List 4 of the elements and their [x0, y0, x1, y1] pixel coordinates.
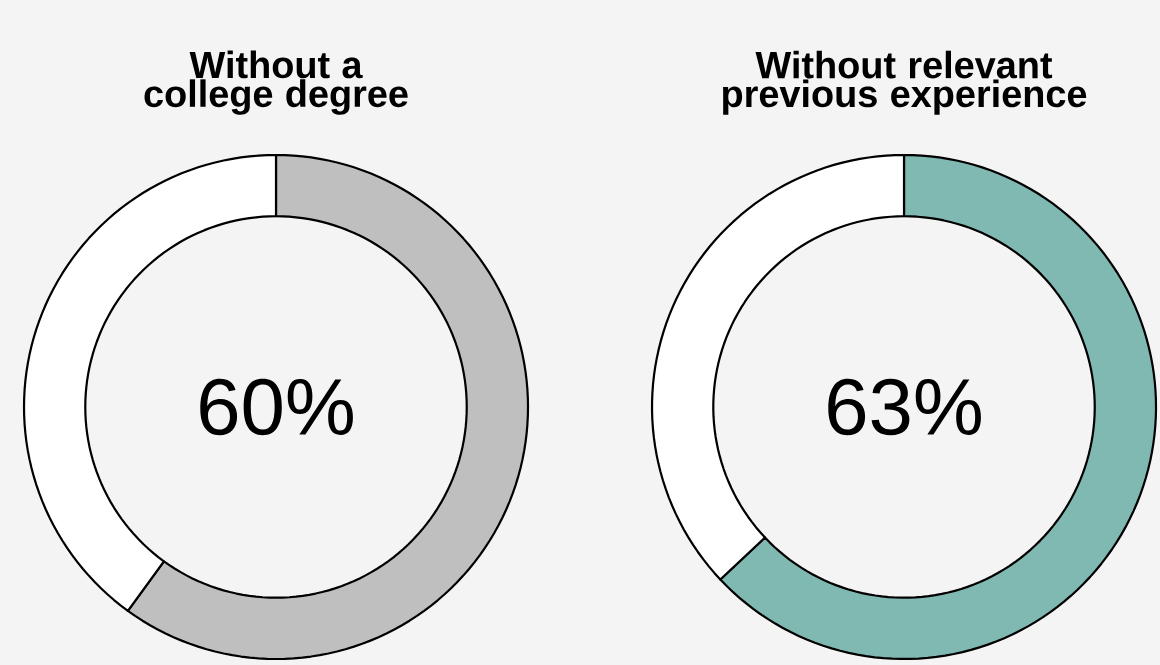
chart-title: Without a college degree	[144, 50, 408, 115]
chart-title: Without relevant previous experience	[723, 50, 1087, 115]
data-label: 63%	[828, 378, 981, 436]
data-label: 60%	[200, 378, 353, 436]
